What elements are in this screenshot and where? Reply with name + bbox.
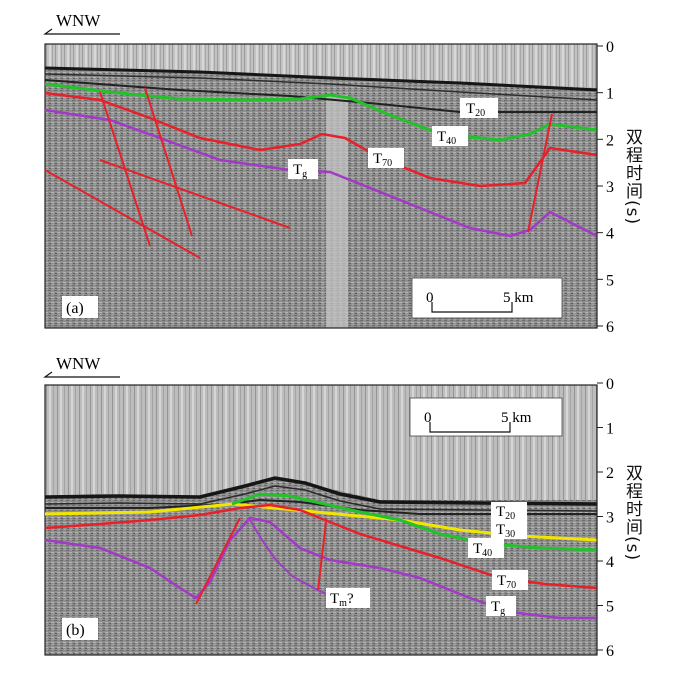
time-tick-label: 1 (606, 421, 614, 438)
time-tick-label: 6 (606, 319, 614, 336)
panel-a-tg-sub: g (302, 169, 307, 180)
panel-b-time-axis: 0 1 2 3 4 5 6 (597, 376, 614, 660)
panel-b-tm-sub: m (339, 598, 347, 609)
panel-b: T20 T30 T40 T70 Tg Tm? 0 5 km (b) WNW 01… (43, 354, 614, 660)
panel-b-scale-end: 5 km (501, 410, 532, 426)
panel-a-t70-sub: 70 (382, 158, 392, 169)
panel-b-fault-1 (195, 517, 241, 605)
panel-a-scale-end: 5 km (503, 290, 534, 306)
panel-b-horizon-t20 (45, 498, 597, 515)
panel-a-fault-3 (44, 169, 201, 259)
panel-b-t20-sub: 20 (505, 511, 515, 522)
time-tick-label: 5 (606, 599, 614, 616)
panel-a-scale-bar (431, 302, 513, 313)
panel-b-tm-suffix: ? (347, 591, 354, 607)
time-tick-label: 3 (606, 179, 614, 196)
panel-a-scale-start: 0 (426, 290, 434, 306)
time-tick-label: 6 (606, 643, 614, 660)
svg-text:T20: T20 (466, 101, 485, 119)
panel-a-horizon-t70 (44, 91, 598, 188)
svg-text:T70: T70 (373, 151, 392, 169)
panel-b-seabed-line-2 (44, 485, 598, 512)
panel-b-label: (b) (66, 622, 85, 639)
time-tick-label: 0 (606, 376, 614, 393)
time-tick-label: 1 (606, 86, 614, 103)
panel-a-t20-label: T (466, 101, 475, 117)
panel-a-fault-2 (144, 87, 193, 237)
svg-text:Tm?: Tm? (330, 591, 354, 609)
panel-a-vertical-gap (326, 95, 348, 328)
panel-a-seabed-line (44, 66, 598, 92)
svg-text:T20: T20 (496, 504, 515, 522)
panel-b-faults (195, 517, 327, 605)
panel-b-axis-title: 双程时间(s) (622, 464, 642, 562)
time-tick-label: 4 (606, 554, 614, 571)
svg-text:T70: T70 (497, 573, 516, 591)
panel-a-horizon-t20 (44, 79, 597, 113)
panel-b-scale-bar (429, 422, 511, 433)
panel-a-t20-sub: 20 (475, 108, 485, 119)
panel-a-seabed-line-2 (44, 73, 598, 101)
panel-b-scale-box (409, 397, 563, 437)
svg-text:Tg: Tg (491, 599, 505, 617)
svg-text:Tg: Tg (293, 162, 307, 180)
panel-a-faults (44, 87, 553, 259)
panel-a-t40-sub: 40 (446, 136, 456, 147)
panel-b-direction-arrow (43, 371, 120, 378)
panel-a-water-column (45, 44, 597, 88)
svg-text:T40: T40 (437, 129, 456, 147)
panel-b-horizon-tm (249, 519, 327, 595)
panel-b-horizon-tg (44, 516, 597, 620)
panel-b-seabed-line (44, 476, 598, 506)
panel-b-t30-sub: 30 (505, 529, 515, 540)
time-tick-label: 4 (606, 226, 614, 243)
panel-a-direction-arrow (43, 28, 120, 35)
panel-b-tm-label: T (330, 591, 339, 607)
panel-b-t20-label: T (496, 504, 505, 520)
panel-b-t70-label: T (497, 573, 506, 589)
panel-a-tg-label: T (293, 162, 302, 178)
panel-b-t40-label: T (473, 541, 482, 557)
time-tick-label: 3 (606, 510, 614, 527)
panel-b-horizon-t70 (44, 503, 598, 590)
panel-a-label: (a) (66, 300, 84, 317)
panel-a-scale-box (411, 277, 563, 319)
panel-a-axis-title: 双程时间(s) (622, 128, 642, 226)
panel-a-t70-label: T (373, 151, 382, 167)
panel-b-fault-2 (317, 521, 327, 591)
svg-text:T40: T40 (473, 541, 492, 559)
panel-a-t40-label: T (437, 129, 446, 145)
time-tick-label: 5 (606, 272, 614, 289)
panel-b-t40-sub: 40 (482, 548, 492, 559)
panel-b-t70-sub: 70 (506, 580, 516, 591)
panel-a-direction: WNW (56, 11, 101, 30)
panel-b-tg-sub: g (500, 606, 505, 617)
panel-a-time-axis: 0 1 2 3 4 5 6 (597, 39, 614, 336)
panel-b-t30-label: T (496, 522, 505, 538)
panel-b-horizon-t40 (231, 492, 598, 552)
panel-a-fault-4 (99, 159, 291, 229)
panel-a-horizon-tg (44, 108, 598, 238)
time-tick-label: 2 (606, 465, 614, 482)
panel-b-scale-start: 0 (424, 410, 432, 426)
panel-b-tg-label: T (491, 599, 500, 615)
panel-a-horizon-t40 (44, 82, 598, 142)
panel-a-fault-5 (527, 113, 553, 233)
time-tick-label: 2 (606, 132, 614, 149)
panel-b-direction: WNW (56, 354, 101, 373)
time-tick-label: 0 (606, 39, 614, 56)
svg-text:T30: T30 (496, 522, 515, 540)
